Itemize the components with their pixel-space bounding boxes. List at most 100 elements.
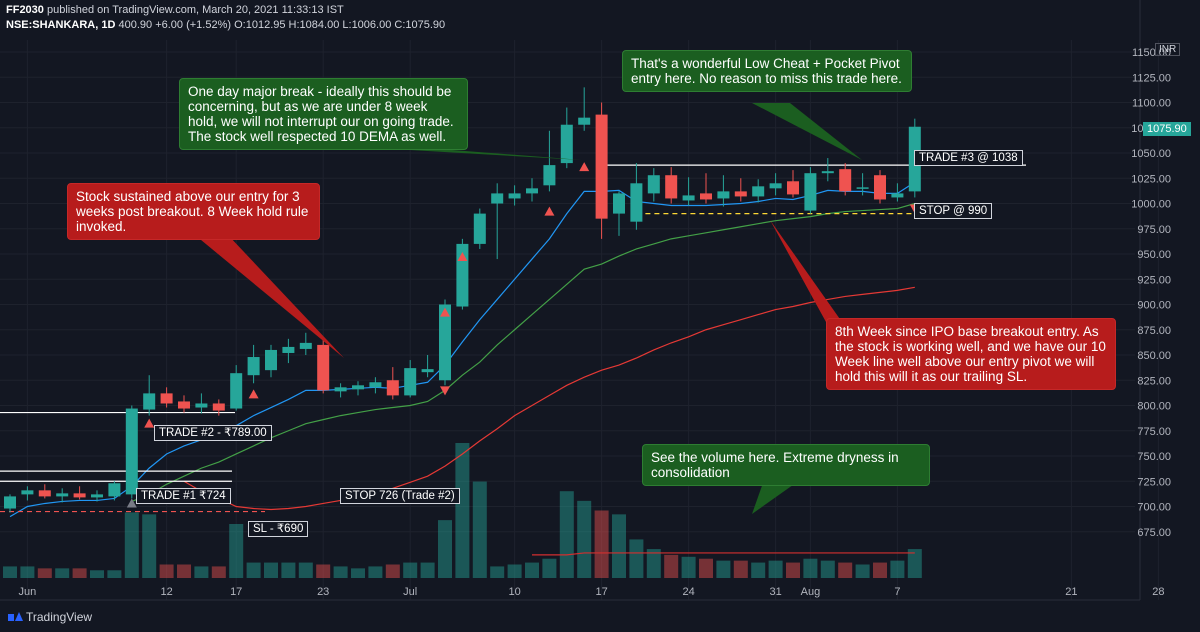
candle-body [630, 183, 643, 222]
brand[interactable]: TradingView [8, 610, 92, 624]
price-tick-label: 775.00 [1137, 426, 1171, 438]
candle-body [491, 193, 504, 204]
currency-label[interactable]: INR [1155, 43, 1181, 56]
price-tick-label: 975.00 [1137, 224, 1171, 236]
tag-sl690: SL - ₹690 [248, 521, 309, 537]
low-value: 1006.00 [351, 19, 392, 31]
candle-body [560, 124, 573, 164]
publish-info: published on TradingView.com, March 20, … [43, 4, 344, 16]
volume-bar [72, 568, 87, 578]
ohlc-line: NSE:SHANKARA, 1D 400.90 +6.00 (+1.52%) O… [6, 18, 445, 33]
candle-body [178, 401, 190, 409]
volume-bar [751, 562, 766, 578]
change-value: +6.00 (+1.52%) [155, 19, 232, 31]
price-tick-label: 800.00 [1137, 401, 1171, 413]
volume-bar [90, 570, 104, 578]
tag-stop990: STOP @ 990 [914, 203, 993, 219]
candle-body [700, 193, 712, 200]
price-tick-label: 850.00 [1137, 350, 1171, 362]
volume-bar [316, 564, 331, 578]
candle-body [752, 186, 765, 197]
time-tick-label: 24 [682, 586, 694, 598]
volume-bar [55, 568, 70, 578]
last-price-label: 1075.90 [1143, 122, 1191, 136]
price-tick-label: 950.00 [1137, 249, 1171, 261]
price-tick-label: 700.00 [1137, 502, 1171, 514]
candle-body [874, 175, 886, 200]
candle-body [769, 183, 782, 189]
callout-eighth-week: 8th Week since IPO base breakout entry. … [826, 318, 1116, 390]
candle-body [891, 193, 904, 198]
candle-body [212, 403, 225, 411]
time-tick-label: 17 [230, 586, 242, 598]
candle-body [508, 193, 521, 199]
candle-body [230, 373, 243, 409]
candle-body [526, 188, 538, 194]
volume-bar [3, 566, 17, 578]
low-label: L: [342, 19, 352, 31]
volume-bar [838, 562, 853, 578]
candle-body [38, 490, 51, 497]
candle-body [108, 483, 121, 497]
high-label: H: [288, 19, 300, 31]
triangle-down-marker [440, 386, 450, 396]
pointer-low-cheat [752, 103, 862, 160]
volume-bar [664, 554, 679, 578]
tag-trade3: TRADE #3 @ 1038 [914, 150, 1023, 166]
volume-bar [907, 549, 922, 578]
close-value: 1075.90 [405, 19, 446, 31]
triangle-up-marker [144, 418, 155, 428]
candle-body [160, 393, 173, 404]
triangle-gray-marker [126, 498, 137, 508]
candle-body [143, 393, 156, 410]
time-tick-label: Aug [801, 586, 821, 598]
price-tick-label: 675.00 [1137, 527, 1171, 539]
candle-body [578, 117, 591, 125]
close-label: C: [394, 19, 406, 31]
volume-bar [612, 514, 626, 578]
volume-bar [177, 564, 191, 578]
chart-header: FF2030 published on TradingView.com, Mar… [6, 3, 445, 33]
symbol-label: NSE:SHANKARA, 1D [6, 19, 116, 31]
volume-bar [803, 558, 818, 578]
last-value: 400.90 [118, 19, 153, 31]
price-tick-label: 825.00 [1137, 375, 1171, 387]
volume-bar [420, 562, 435, 578]
volume-average-line [532, 552, 915, 556]
volume-bar [142, 514, 157, 578]
volume-bar [472, 481, 487, 578]
candle-body [91, 494, 103, 498]
callout-low-cheat: That's a wonderful Low Cheat + Pocket Pi… [622, 50, 912, 92]
volume-bar [403, 562, 418, 578]
candle-body [421, 369, 434, 373]
candle-body [369, 382, 382, 388]
tradingview-logo-icon [8, 612, 23, 622]
candle-body [404, 368, 417, 396]
volume-bar [716, 560, 731, 578]
volume-bar [525, 562, 539, 578]
tag-trade2: TRADE #2 - ₹789.00 [154, 425, 272, 441]
time-axis: Jun 12 17 23 Jul 10 17 24 31 Aug 7 21 28 [0, 586, 1165, 601]
candle-body [299, 342, 312, 349]
callout-one-day-break: One day major break - ideally this shoul… [179, 78, 468, 150]
publish-line: FF2030 published on TradingView.com, Mar… [6, 3, 445, 18]
candle-body [21, 490, 34, 495]
high-value: 1084.00 [299, 19, 340, 31]
author-name: FF2030 [6, 4, 44, 16]
open-value: 1012.95 [245, 19, 286, 31]
volume-bar [107, 570, 122, 578]
volume-bar [281, 562, 296, 578]
price-tick-label: 725.00 [1137, 476, 1171, 488]
volume-bar [733, 560, 748, 578]
candle-body [734, 191, 747, 197]
volume-bar [699, 558, 713, 578]
price-tick-label: 750.00 [1137, 451, 1171, 463]
volume-bar [542, 558, 557, 578]
candles [4, 87, 921, 513]
volume-bar [855, 564, 870, 578]
time-tick-label: 28 [1152, 586, 1164, 598]
volume-bar [438, 520, 452, 578]
price-tick-label: 1125.00 [1132, 72, 1171, 84]
volume-bar [629, 539, 644, 578]
